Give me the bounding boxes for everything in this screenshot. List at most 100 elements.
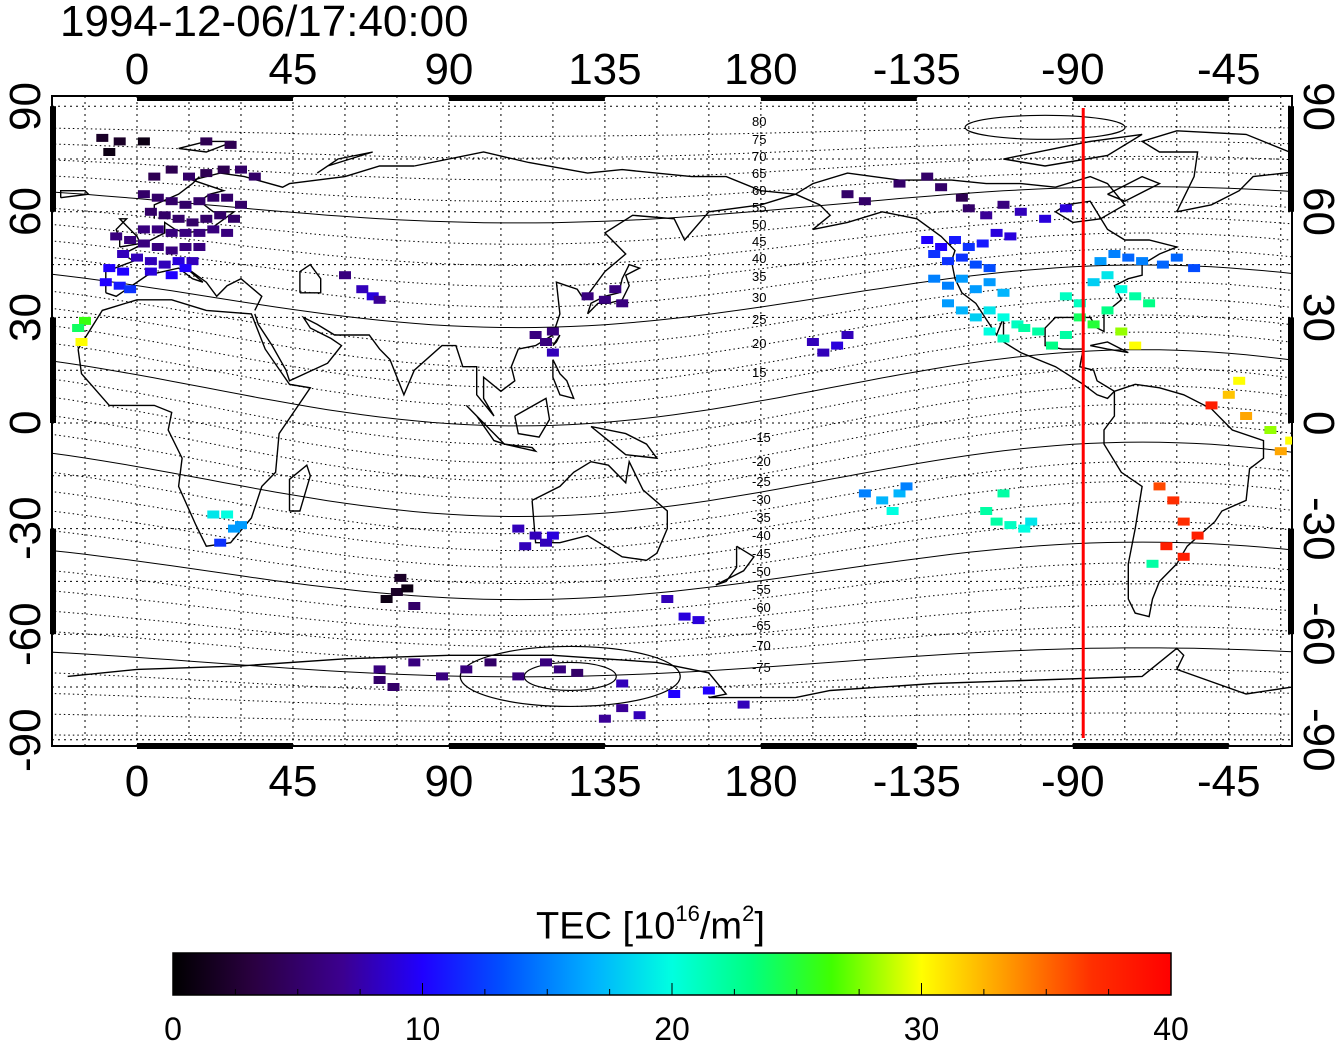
left-frame-bar — [50, 317, 56, 423]
contour-label: 65 — [752, 166, 766, 181]
colorbar-title-unit: /m — [699, 905, 743, 948]
tec-point — [1222, 390, 1235, 399]
contour-line — [52, 422, 1292, 500]
tec-point — [983, 306, 996, 315]
tec-point — [598, 295, 611, 304]
tec-data-points — [72, 133, 1292, 723]
tec-point — [983, 264, 996, 273]
tec-point — [144, 257, 157, 266]
tec-point — [512, 524, 525, 533]
tec-point — [1101, 271, 1114, 280]
contour-label: 40 — [752, 251, 766, 266]
tec-point — [373, 665, 386, 674]
contour-line — [52, 441, 1292, 518]
tec-point — [1153, 482, 1166, 491]
tec-point — [900, 482, 913, 491]
right-latitude-tick: 0 — [1294, 410, 1343, 436]
right-latitude-tick: -60 — [1294, 602, 1343, 666]
contour-label: 35 — [752, 269, 766, 284]
tec-point — [1014, 207, 1027, 216]
tec-point — [165, 271, 178, 280]
colorbar-title-exponent: 16 — [675, 901, 700, 926]
contour-label: 75 — [752, 132, 766, 147]
tec-point — [983, 327, 996, 336]
contour-label: 50 — [752, 217, 766, 232]
tec-point — [408, 658, 421, 667]
contour-line — [52, 201, 1292, 245]
colorbar-tick-label: 10 — [404, 1011, 441, 1047]
tec-point — [609, 285, 622, 294]
tec-point — [546, 348, 559, 357]
left-latitude-tick: 60 — [1, 187, 50, 237]
contour-line — [52, 403, 1292, 482]
tec-point — [217, 165, 230, 174]
left-latitude-tick: -30 — [1, 496, 50, 561]
tec-point — [955, 274, 968, 283]
tec-point — [131, 253, 143, 262]
tec-point — [207, 193, 220, 202]
tec-point — [1167, 496, 1180, 505]
tec-point — [387, 683, 400, 691]
coastline-segment — [288, 464, 312, 512]
tec-point — [72, 324, 85, 332]
tec-point — [144, 207, 157, 216]
contour-label: -40 — [752, 528, 771, 543]
left-latitude-tick: 90 — [1, 81, 50, 131]
tec-point — [172, 214, 185, 223]
tec-point — [200, 137, 213, 146]
tec-point — [668, 690, 681, 698]
tec-point — [1115, 285, 1128, 294]
contour-label: -25 — [752, 474, 771, 489]
tec-point — [616, 679, 629, 688]
contour-label: 15 — [752, 365, 766, 380]
tec-point — [1146, 559, 1159, 568]
contour-line — [52, 562, 1292, 617]
colorbar-title: TEC [1016/m2] — [536, 896, 765, 949]
tec-point — [969, 285, 982, 294]
colorbar-tick-label: 20 — [654, 1011, 690, 1047]
top-longitude-tick: 90 — [424, 45, 474, 94]
tec-point — [876, 496, 889, 505]
tec-point — [571, 668, 584, 677]
tec-point — [678, 612, 691, 621]
tec-point — [484, 658, 497, 667]
tec-point — [1025, 517, 1038, 526]
contour-line — [52, 186, 1292, 224]
tec-point — [512, 672, 525, 681]
tec-point — [200, 169, 213, 178]
coastline-segment — [1107, 175, 1162, 202]
contour-label: -55 — [752, 582, 771, 597]
coastline-segment — [254, 151, 796, 417]
tec-point — [858, 489, 871, 498]
contour-label: -70 — [752, 638, 771, 653]
tec-point — [841, 331, 854, 339]
tec-point — [841, 190, 854, 199]
tec-point — [207, 510, 220, 519]
tec-point — [976, 239, 989, 248]
tec-point — [151, 225, 164, 234]
tec-point — [200, 214, 213, 223]
tec-point — [546, 531, 559, 540]
right-latitude-tick: 30 — [1294, 292, 1343, 342]
contour-label: -45 — [752, 546, 771, 561]
tec-point — [1094, 257, 1107, 266]
tec-point — [1087, 278, 1100, 287]
coastline-segment — [316, 151, 373, 174]
tec-point — [806, 338, 819, 346]
tec-point — [928, 250, 941, 258]
tec-point — [1046, 341, 1058, 350]
tec-point — [436, 672, 448, 681]
contour-ellipse-north — [964, 114, 1126, 140]
top-frame-bar — [1072, 95, 1229, 101]
left-latitude-tick: 0 — [1, 410, 50, 436]
tec-point — [990, 228, 1003, 237]
tec-point — [228, 214, 240, 223]
tec-point — [942, 281, 954, 290]
tec-point — [380, 595, 393, 603]
tec-point — [1170, 253, 1183, 262]
bottom-longitude-tick: -90 — [1041, 757, 1105, 806]
tec-point — [886, 507, 899, 515]
coastline-segment — [1140, 130, 1292, 213]
contour-label: 25 — [752, 312, 766, 327]
tec-point — [137, 239, 150, 248]
